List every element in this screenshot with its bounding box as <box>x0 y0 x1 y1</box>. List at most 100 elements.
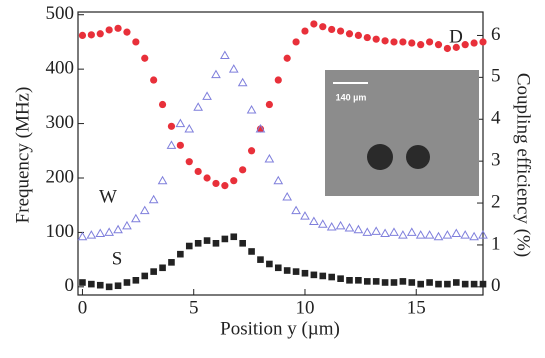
data-point <box>150 268 157 275</box>
data-point <box>300 211 310 220</box>
y2-tick-label: 1 <box>491 233 501 254</box>
data-point <box>353 224 364 234</box>
y-tick-label: 0 <box>65 275 75 296</box>
x-tick-label: 15 <box>407 297 426 318</box>
y2-axis-label: Coupling efficiency (%) <box>513 73 534 257</box>
data-point <box>78 31 87 40</box>
x-tick-label: 10 <box>295 297 314 318</box>
data-point <box>157 175 168 185</box>
data-point <box>398 230 408 239</box>
inset: 140 µm <box>325 70 479 196</box>
data-point <box>301 269 309 277</box>
data-point <box>166 140 177 149</box>
data-point <box>406 227 417 236</box>
data-point <box>426 279 433 286</box>
data-point <box>167 122 176 130</box>
data-point <box>424 230 435 239</box>
data-point <box>291 205 301 215</box>
data-point <box>95 228 106 238</box>
data-point <box>175 118 186 128</box>
data-point <box>337 275 344 282</box>
data-point <box>148 194 159 204</box>
data-point <box>371 226 382 235</box>
data-point <box>433 231 444 241</box>
data-point <box>248 248 255 255</box>
y2-tick-label: 4 <box>491 108 501 129</box>
data-point <box>444 280 451 288</box>
data-point <box>310 20 318 28</box>
data-point <box>461 41 469 49</box>
data-point <box>150 76 158 84</box>
data-point <box>442 230 453 239</box>
data-point <box>212 239 220 247</box>
data-point <box>211 69 221 79</box>
data-point <box>363 278 371 285</box>
data-point <box>381 37 389 45</box>
data-point <box>176 141 184 149</box>
data-point <box>185 242 193 250</box>
data-point <box>123 279 131 286</box>
data-point <box>301 27 309 35</box>
data-point <box>257 256 264 263</box>
data-point <box>363 33 371 42</box>
plot-frame <box>77 11 484 296</box>
y-tick-label: 200 <box>46 166 75 187</box>
data-point <box>417 41 425 49</box>
data-point <box>265 100 273 109</box>
data-point <box>141 272 149 280</box>
data-point <box>399 278 407 285</box>
data-point <box>274 264 282 272</box>
data-point <box>122 220 132 230</box>
y-tick-label: 100 <box>46 221 75 242</box>
data-point <box>415 230 426 239</box>
data-point <box>283 54 291 62</box>
data-point <box>123 28 131 36</box>
data-point <box>292 38 300 46</box>
data-point <box>221 235 229 243</box>
data-point <box>479 38 487 46</box>
data-point <box>319 23 327 31</box>
x-tick-label: 5 <box>189 297 199 318</box>
data-point <box>273 175 284 185</box>
data-point <box>255 124 266 133</box>
y2-tick-label: 3 <box>491 150 501 171</box>
data-point <box>113 224 123 234</box>
data-point <box>282 192 293 201</box>
data-point <box>203 237 211 244</box>
data-point <box>362 227 373 236</box>
data-point <box>274 76 282 84</box>
data-point <box>158 100 167 109</box>
data-point <box>141 54 149 62</box>
data-point <box>202 91 212 100</box>
data-point <box>96 281 104 289</box>
data-point <box>435 280 442 288</box>
data-point <box>88 280 95 288</box>
data-point <box>390 279 398 286</box>
y2-tick-label: 0 <box>491 275 501 296</box>
data-point <box>479 280 487 288</box>
y2-tick-label: 5 <box>491 66 501 87</box>
data-point <box>434 41 443 49</box>
series-label: W <box>99 186 117 207</box>
data-point <box>104 227 115 236</box>
data-point <box>470 280 478 288</box>
y2-tick-label: 6 <box>491 24 501 45</box>
y-axis-label: Frequency (MHz) <box>12 87 33 224</box>
data-point <box>451 228 462 238</box>
data-point <box>239 239 246 247</box>
data-point <box>389 227 399 236</box>
x-tick-label: 0 <box>78 297 88 318</box>
data-point <box>168 259 175 266</box>
data-point <box>246 104 257 114</box>
data-point <box>417 280 424 288</box>
data-point <box>381 279 389 286</box>
data-point <box>399 38 407 46</box>
y2-tick-label: 2 <box>491 191 501 212</box>
data-point <box>247 147 256 155</box>
x-axis-label: Position y (µm) <box>220 318 340 339</box>
data-point <box>345 30 354 38</box>
y-tick-label: 400 <box>46 58 75 79</box>
data-point <box>328 273 335 281</box>
scale-label: 140 µm <box>336 92 367 102</box>
